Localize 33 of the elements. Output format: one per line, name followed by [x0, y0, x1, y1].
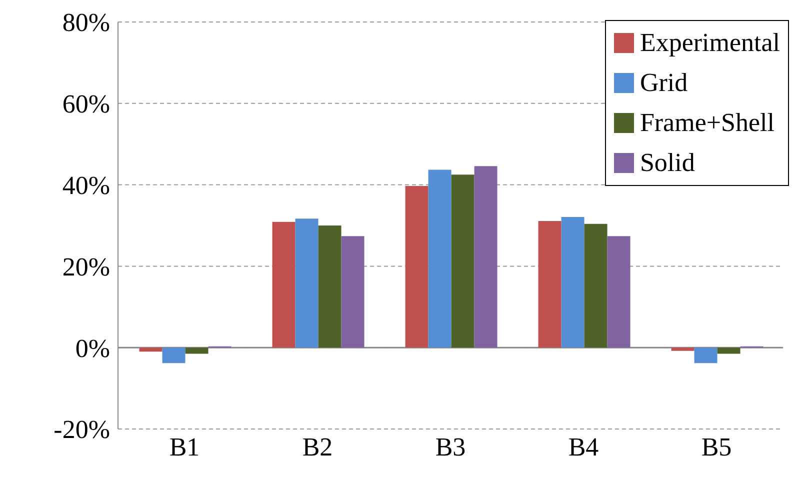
bar — [671, 348, 694, 351]
bar — [318, 226, 342, 348]
bar — [272, 222, 296, 348]
bar — [451, 174, 474, 348]
bar — [694, 348, 718, 364]
legend-label: Experimental — [640, 28, 780, 58]
bar — [185, 348, 208, 354]
bar — [405, 186, 428, 348]
x-tick-label: B5 — [701, 432, 732, 462]
y-tick-label: 0% — [75, 334, 110, 363]
x-tick-label: B1 — [169, 432, 200, 462]
y-tick-label: 40% — [62, 171, 110, 200]
legend-label: Solid — [640, 148, 695, 178]
y-tick-label: -20% — [54, 415, 110, 444]
bar — [341, 236, 364, 348]
bar — [474, 166, 498, 348]
bar — [561, 216, 584, 348]
legend-label: Grid — [640, 68, 688, 98]
x-tick-label: B4 — [568, 432, 599, 462]
bar — [717, 348, 740, 354]
x-tick-label: B2 — [302, 432, 333, 462]
bar — [162, 348, 186, 364]
x-tick-label: B3 — [435, 432, 466, 462]
bar — [295, 218, 318, 348]
y-tick-label: 80% — [62, 8, 110, 38]
bar — [139, 348, 162, 352]
bar — [538, 221, 562, 348]
y-tick-label: 20% — [62, 252, 110, 282]
legend-label: Frame+Shell — [640, 108, 774, 138]
y-tick-label: 60% — [62, 90, 110, 119]
bar — [584, 224, 608, 348]
bar — [607, 236, 630, 348]
bar — [428, 170, 452, 348]
